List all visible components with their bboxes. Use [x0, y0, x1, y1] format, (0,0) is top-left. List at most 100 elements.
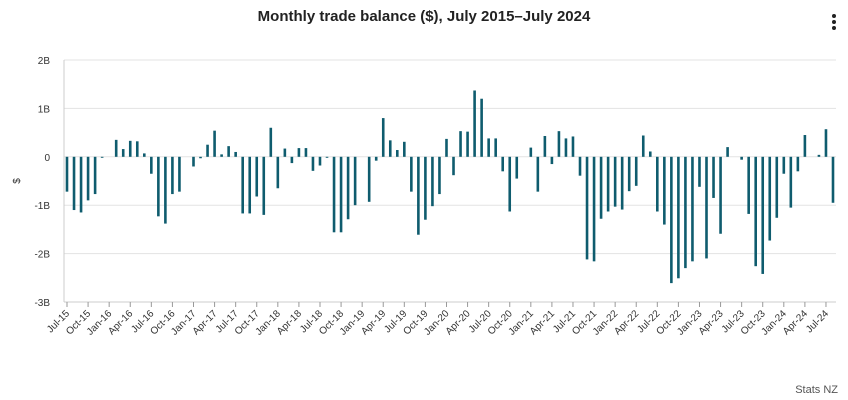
bar[interactable]	[508, 156, 512, 212]
bar[interactable]	[100, 156, 104, 158]
bar[interactable]	[164, 156, 167, 224]
bar[interactable]	[121, 149, 125, 157]
bar[interactable]	[817, 154, 821, 157]
bar[interactable]	[620, 156, 624, 210]
bar[interactable]	[684, 156, 687, 269]
bar[interactable]	[79, 156, 83, 213]
bar[interactable]	[199, 156, 202, 159]
bar[interactable]	[705, 156, 708, 259]
bar[interactable]	[318, 156, 322, 166]
bar[interactable]	[494, 138, 497, 157]
bar[interactable]	[641, 135, 645, 157]
bar[interactable]	[438, 156, 441, 195]
bar[interactable]	[325, 156, 329, 158]
bar[interactable]	[719, 156, 722, 234]
bar[interactable]	[543, 135, 547, 157]
bar[interactable]	[227, 146, 230, 157]
bar[interactable]	[213, 130, 216, 157]
bar[interactable]	[431, 156, 434, 207]
bar[interactable]	[726, 147, 729, 157]
bar[interactable]	[571, 136, 575, 157]
bar[interactable]	[761, 156, 765, 274]
bar[interactable]	[578, 156, 582, 176]
bar[interactable]	[536, 156, 540, 192]
bar[interactable]	[248, 156, 252, 214]
bar[interactable]	[72, 156, 76, 211]
bar[interactable]	[768, 156, 772, 241]
bar[interactable]	[93, 156, 97, 195]
bar[interactable]	[747, 156, 750, 214]
bar[interactable]	[487, 138, 490, 157]
bar[interactable]	[332, 156, 336, 233]
bar[interactable]	[143, 153, 146, 157]
bar[interactable]	[663, 156, 666, 225]
bar[interactable]	[339, 156, 343, 233]
bar[interactable]	[255, 156, 259, 197]
bar[interactable]	[157, 156, 160, 217]
bar[interactable]	[698, 156, 701, 187]
bar[interactable]	[656, 156, 659, 212]
bar[interactable]	[395, 150, 399, 157]
bar[interactable]	[262, 156, 266, 215]
bar[interactable]	[86, 156, 90, 201]
bar[interactable]	[585, 156, 589, 260]
bar[interactable]	[171, 156, 174, 195]
bar[interactable]	[515, 156, 519, 179]
bar[interactable]	[290, 156, 294, 164]
bar[interactable]	[740, 156, 743, 160]
bar[interactable]	[452, 156, 455, 176]
bar[interactable]	[241, 156, 244, 214]
bar[interactable]	[627, 156, 631, 192]
bar[interactable]	[114, 139, 118, 157]
bar[interactable]	[789, 156, 793, 208]
bar[interactable]	[283, 148, 287, 157]
bar[interactable]	[297, 148, 301, 157]
bar[interactable]	[550, 156, 554, 165]
bar[interactable]	[269, 127, 273, 157]
bar[interactable]	[135, 141, 139, 157]
bar[interactable]	[367, 156, 371, 202]
bar[interactable]	[691, 156, 694, 262]
bar[interactable]	[670, 156, 673, 284]
bar[interactable]	[346, 156, 350, 220]
bar[interactable]	[311, 156, 315, 171]
bar[interactable]	[276, 156, 280, 189]
bar[interactable]	[634, 156, 638, 186]
bar[interactable]	[592, 156, 596, 262]
bar[interactable]	[606, 156, 610, 212]
bar[interactable]	[206, 144, 209, 157]
bar[interactable]	[353, 156, 357, 206]
bar[interactable]	[128, 140, 132, 157]
bar[interactable]	[803, 135, 807, 157]
bar[interactable]	[564, 138, 568, 157]
bar[interactable]	[599, 156, 603, 219]
bar[interactable]	[374, 156, 378, 161]
bar[interactable]	[192, 156, 195, 167]
bar[interactable]	[381, 118, 385, 157]
bar[interactable]	[466, 131, 469, 157]
bar[interactable]	[831, 156, 835, 203]
bar[interactable]	[424, 156, 427, 220]
bar[interactable]	[677, 156, 680, 279]
bar[interactable]	[796, 156, 800, 172]
bar[interactable]	[824, 129, 828, 157]
bar[interactable]	[234, 151, 237, 157]
bar[interactable]	[775, 156, 779, 218]
bar[interactable]	[417, 156, 420, 235]
bar[interactable]	[403, 141, 406, 157]
bar[interactable]	[150, 156, 153, 174]
bar[interactable]	[473, 90, 476, 157]
bar[interactable]	[445, 138, 448, 157]
bar[interactable]	[712, 156, 715, 198]
bar[interactable]	[304, 148, 308, 157]
chart-menu-icon[interactable]	[826, 10, 842, 34]
bar[interactable]	[648, 151, 652, 157]
bar[interactable]	[529, 147, 533, 157]
bar[interactable]	[178, 156, 181, 192]
bar[interactable]	[65, 156, 69, 192]
bar[interactable]	[220, 154, 223, 157]
bar[interactable]	[480, 98, 483, 157]
bar[interactable]	[613, 156, 617, 207]
bar[interactable]	[501, 156, 505, 172]
bar[interactable]	[557, 131, 561, 157]
